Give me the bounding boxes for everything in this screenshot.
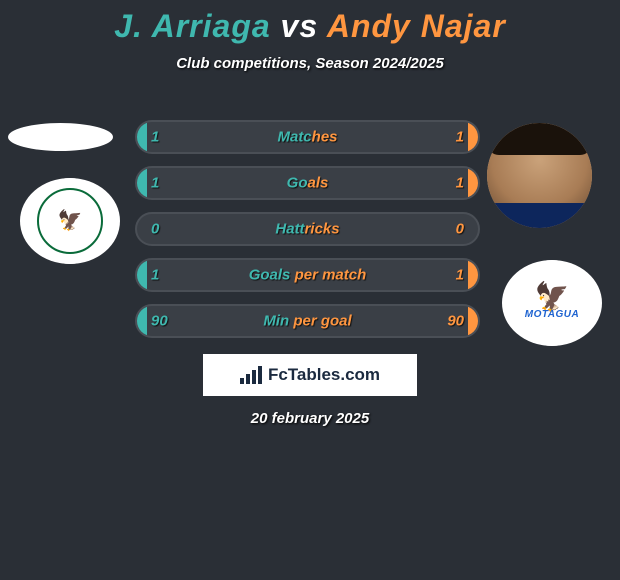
stat-label-left-half: Go [287,175,308,192]
stat-label: Goals per match [249,267,367,284]
stat-fill-left [137,260,147,290]
stat-value-right: 1 [456,267,464,284]
stat-value-left: 1 [151,129,159,146]
stat-value-right: 1 [456,175,464,192]
stat-value-left: 90 [151,313,168,330]
player1-photo [8,123,113,151]
stat-fill-left [137,122,147,152]
stat-row: 0 0 Hattricks [135,212,480,246]
stat-fill-right [468,122,478,152]
player1-name: J. Arriaga [114,8,270,44]
stat-label-left-half: Matc [277,129,311,146]
stat-fill-right [468,260,478,290]
stat-label-right-half: als [307,175,328,192]
stat-label: Min per goal [263,313,351,330]
stat-label-left-half: Min [263,313,293,330]
stat-fill-right [468,168,478,198]
club2-emblem-icon: 🦅 [535,286,570,308]
stat-value-left: 1 [151,267,159,284]
stat-fill-left [137,168,147,198]
stat-row: 1 1 Goals [135,166,480,200]
club2-name: MOTAGUA [525,309,579,320]
stat-value-right: 0 [456,221,464,238]
club1-emblem-icon: 🦅 [58,211,83,231]
stat-fill-left [137,306,147,336]
stat-fill-right [468,306,478,336]
player2-name: Andy Najar [327,8,506,44]
stat-label-left-half: Hatt [275,221,304,238]
stat-value-right: 90 [447,313,464,330]
vs-label: vs [281,8,319,44]
fctables-watermark: FcTables.com [203,354,417,396]
comparison-date: 20 february 2025 [0,410,620,427]
stats-table: 1 1 Matches 1 1 Goals 0 0 Hattricks 1 1 Goals per m… [135,120,480,350]
stat-label-right-half: per match [295,267,367,284]
comparison-title: J. Arriaga vs Andy Najar [0,0,620,45]
player2-photo [487,123,592,228]
stat-label-right-half: ricks [305,221,340,238]
stat-label-left-half: Goals [249,267,295,284]
stat-value-right: 1 [456,129,464,146]
stat-row: 1 1 Goals per match [135,258,480,292]
stat-label: Hattricks [275,221,339,238]
player1-club-logo: 🦅 [20,178,120,264]
brand-text: FcTables.com [268,365,380,385]
stat-label: Goals [287,175,329,192]
stat-row: 90 90 Min per goal [135,304,480,338]
stat-value-left: 1 [151,175,159,192]
bars-icon [240,366,262,384]
stat-value-left: 0 [151,221,159,238]
stat-label-right-half: hes [312,129,338,146]
player2-club-logo: 🦅 MOTAGUA [502,260,602,346]
stat-label-right-half: per goal [293,313,351,330]
season-subtitle: Club competitions, Season 2024/2025 [0,55,620,72]
stat-row: 1 1 Matches [135,120,480,154]
stat-label: Matches [277,129,337,146]
